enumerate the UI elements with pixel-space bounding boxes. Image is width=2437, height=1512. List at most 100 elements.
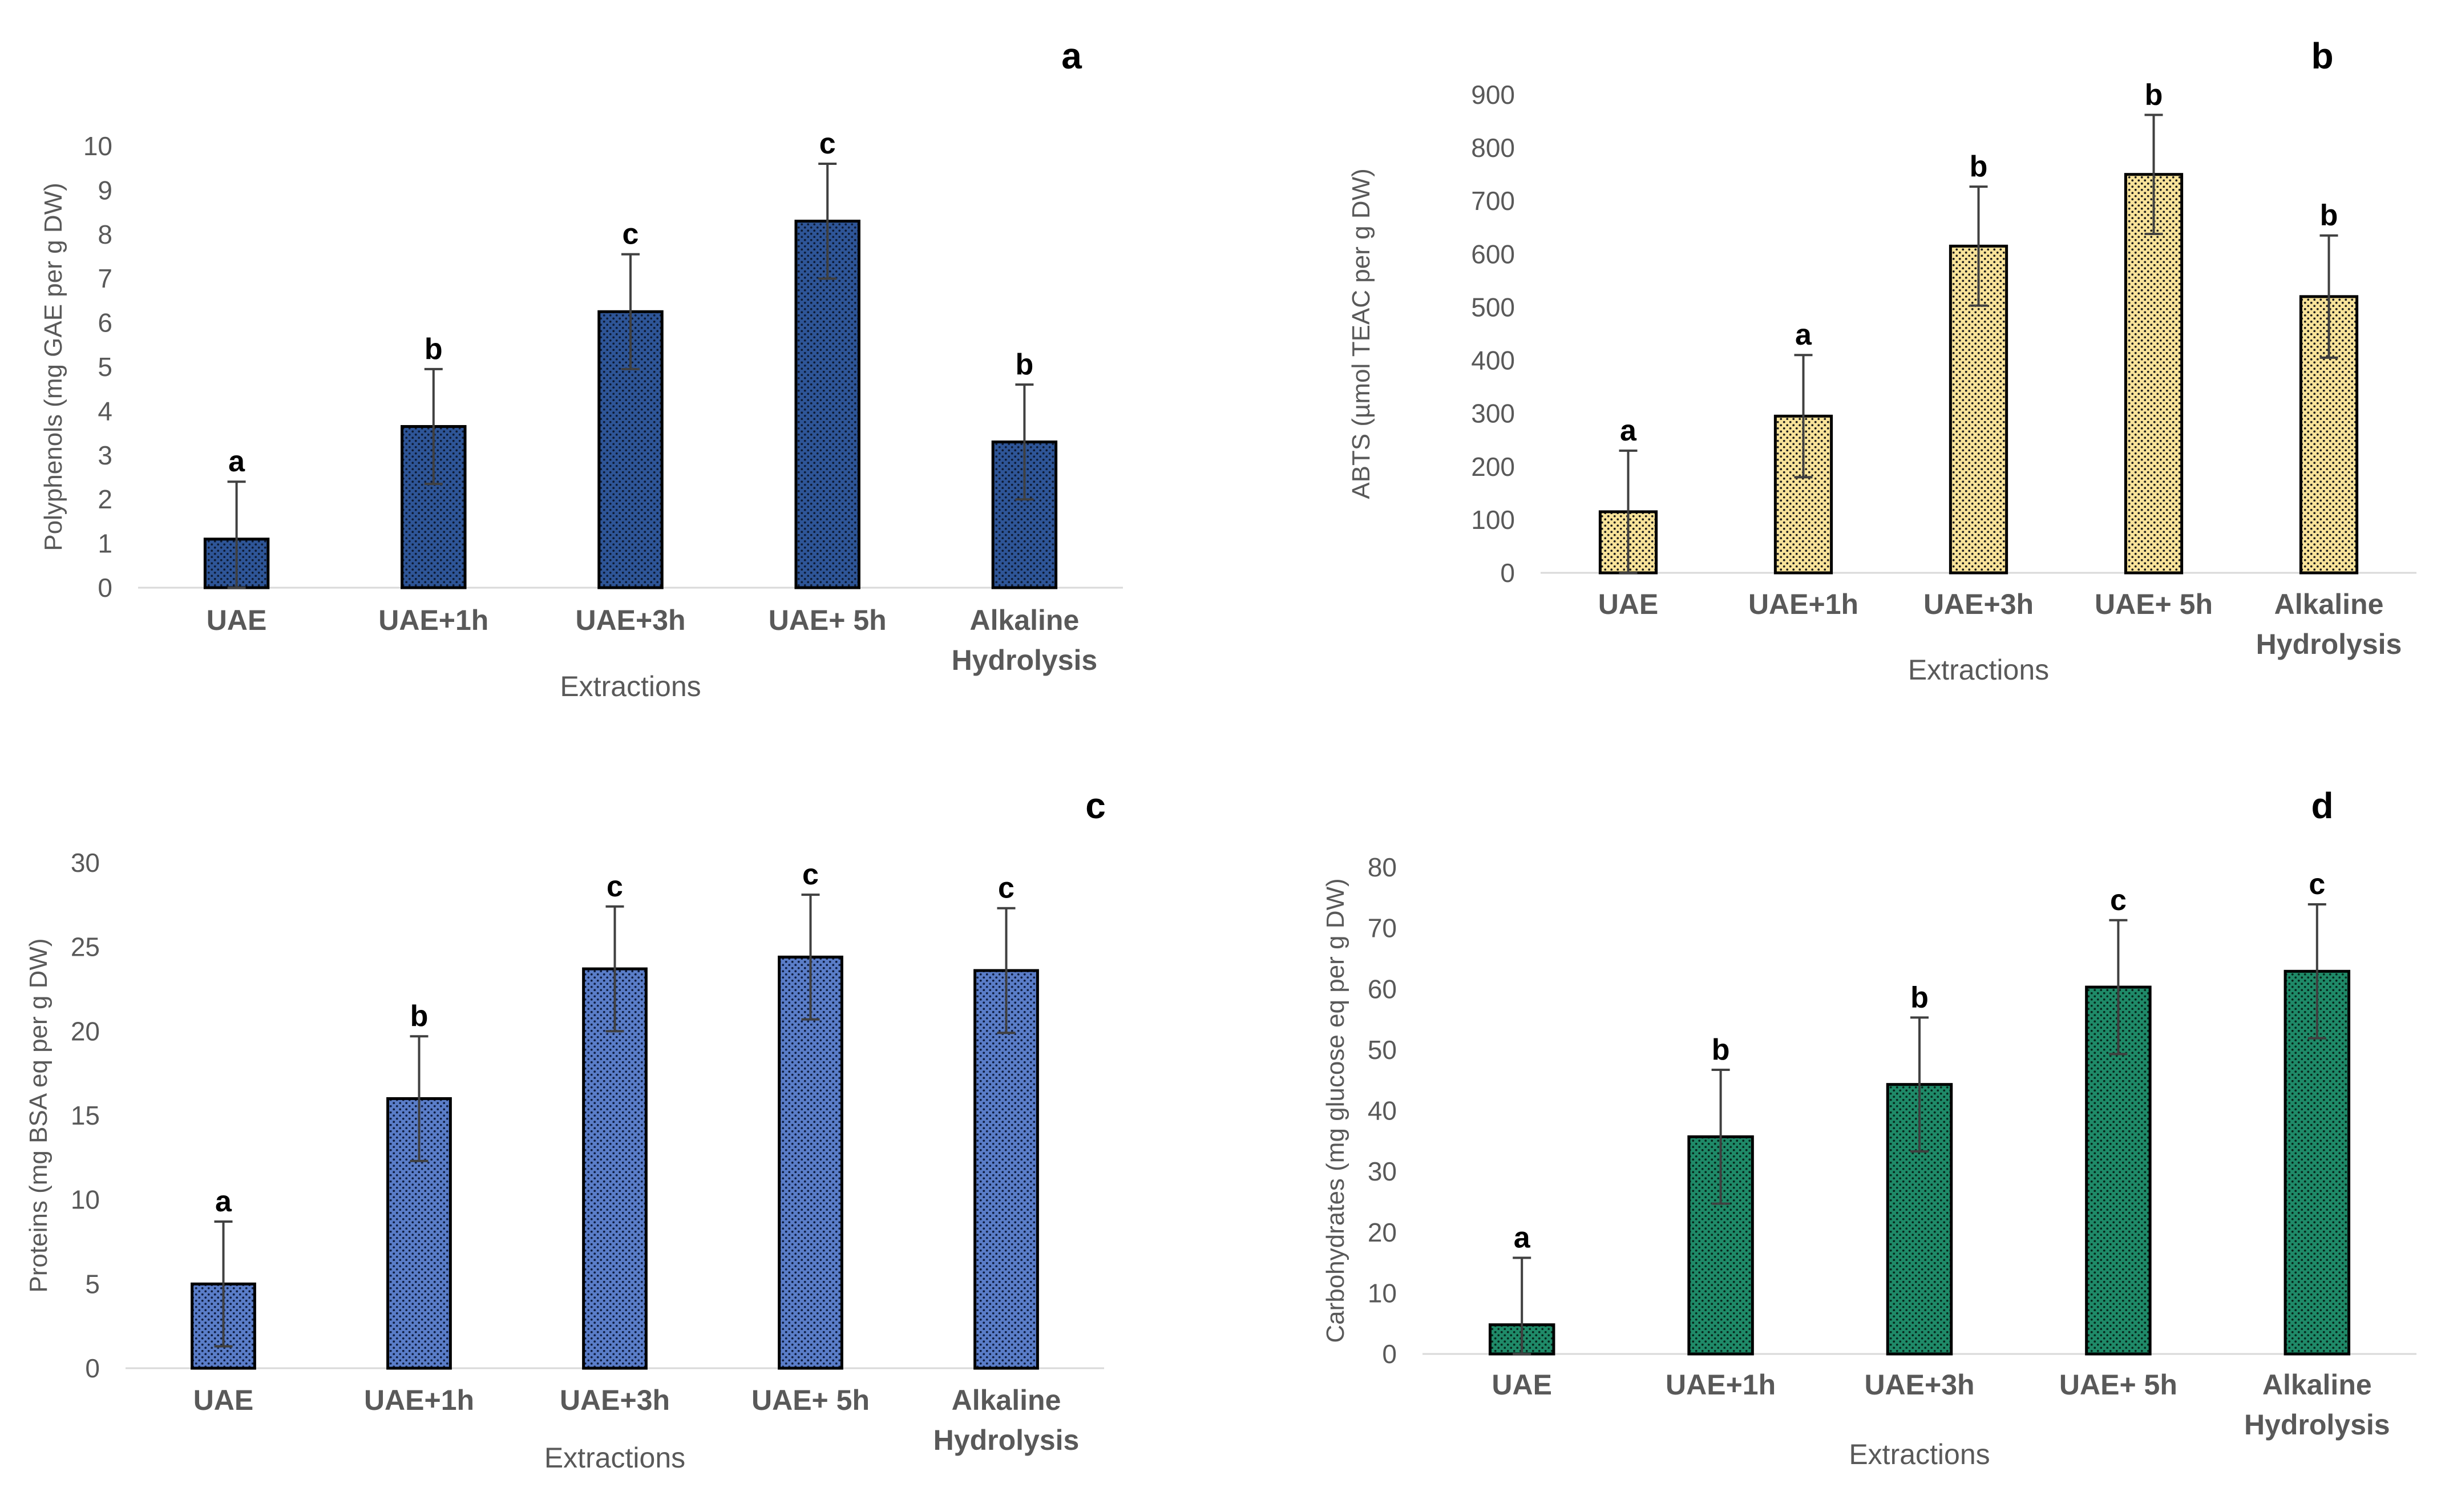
chart-panel-a: 0 1 2 3 4 5 6 7 8 9 10 a UAE b UAE+1h c UAE+3h c UAE+ 5h b A…: [39, 35, 1123, 702]
x-tick-label: UAE+1h: [1666, 1369, 1776, 1401]
x-tick-label: UAE+1h: [378, 604, 488, 636]
y-tick-label: 7: [98, 264, 112, 293]
y-tick-label: 20: [1368, 1218, 1397, 1247]
significance-letter: a: [1514, 1222, 1531, 1255]
y-tick-label: 8: [98, 220, 112, 249]
y-tick-label: 70: [1368, 913, 1397, 943]
x-tick-label: Alkaline: [970, 604, 1080, 636]
y-tick-label: 0: [98, 573, 112, 603]
y-tick-label: 6: [98, 308, 112, 338]
y-tick-label: 25: [71, 932, 100, 962]
x-tick-label: Alkaline: [2274, 588, 2384, 620]
x-tick-label: UAE+1h: [1748, 588, 1858, 620]
x-axis-title: Extractions: [544, 1442, 685, 1474]
x-axis-title: Extractions: [560, 670, 701, 702]
y-tick-label: 0: [1500, 558, 1515, 588]
y-tick-label: 300: [1471, 399, 1515, 428]
y-axis-title: Proteins (mg BSA eq per g DW): [25, 938, 52, 1292]
y-tick-label: 0: [1382, 1339, 1397, 1369]
bar: [2124, 173, 2184, 575]
y-tick-label: 80: [1368, 852, 1397, 882]
x-tick-label: Hydrolysis: [933, 1424, 1080, 1456]
panel-label: c: [1085, 785, 1106, 826]
significance-letter: c: [802, 858, 819, 891]
significance-letter: b: [1970, 150, 1988, 183]
y-tick-label: 20: [71, 1016, 100, 1046]
significance-letter: a: [215, 1185, 232, 1218]
y-tick-label: 1: [98, 529, 112, 559]
y-tick-label: 500: [1471, 292, 1515, 322]
y-tick-label: 100: [1471, 505, 1515, 535]
significance-letter: b: [1712, 1033, 1730, 1066]
y-tick-label: 700: [1471, 186, 1515, 216]
chart-panel-c: 0 5 10 15 20 25 30 a UAE b UAE+1h c UAE+3h c UAE+ 5h c A…: [25, 785, 1106, 1474]
y-tick-label: 4: [98, 396, 112, 426]
significance-letter: c: [819, 127, 836, 160]
y-tick-label: 5: [85, 1269, 100, 1299]
y-tick-label: 50: [1368, 1035, 1397, 1065]
x-tick-label: UAE: [207, 604, 267, 636]
y-tick-label: 15: [71, 1101, 100, 1130]
significance-letter: b: [425, 333, 443, 366]
x-tick-label: UAE: [1492, 1369, 1552, 1401]
x-tick-label: UAE+3h: [575, 604, 685, 636]
y-tick-label: 10: [83, 131, 112, 161]
x-tick-label: Hydrolysis: [952, 644, 1098, 676]
y-tick-label: 40: [1368, 1096, 1397, 1126]
x-tick-label: Hydrolysis: [2244, 1409, 2390, 1441]
x-tick-label: UAE+ 5h: [751, 1384, 870, 1416]
significance-letter: b: [2145, 78, 2163, 111]
y-tick-label: 10: [71, 1185, 100, 1215]
significance-letter: a: [228, 445, 245, 478]
significance-letter: c: [623, 218, 639, 251]
x-axis-title: Extractions: [1849, 1438, 1990, 1470]
x-axis-title: Extractions: [1908, 654, 2049, 686]
y-tick-label: 800: [1471, 133, 1515, 163]
chart-panel-b: 0 100 200 300 400 500 600 700 800 900 a UAE a UAE+1h b…: [1347, 35, 2416, 686]
y-tick-label: 400: [1471, 346, 1515, 375]
y-tick-label: 900: [1471, 80, 1515, 110]
significance-letter: b: [2320, 199, 2338, 232]
significance-letter: c: [998, 872, 1015, 905]
panel-label: a: [1061, 35, 1082, 76]
significance-letter: b: [1910, 981, 1929, 1014]
x-tick-label: UAE+ 5h: [769, 604, 887, 636]
x-tick-label: Alkaline: [952, 1384, 1061, 1416]
x-tick-label: UAE: [1598, 588, 1659, 620]
y-tick-label: 0: [85, 1353, 100, 1383]
x-tick-label: Alkaline: [2262, 1369, 2372, 1401]
chart-panel-d: 0 10 20 30 40 50 60 70 80 a UAE b UAE+1h b UAE+3h c UAE+…: [1321, 785, 2416, 1470]
x-tick-label: UAE+3h: [1864, 1369, 1974, 1401]
y-tick-label: 10: [1368, 1278, 1397, 1308]
y-tick-label: 600: [1471, 239, 1515, 269]
significance-letter: a: [1795, 318, 1812, 351]
x-tick-label: UAE+ 5h: [2095, 588, 2213, 620]
x-tick-label: Hydrolysis: [2256, 628, 2402, 660]
x-tick-label: UAE+1h: [364, 1384, 474, 1416]
y-tick-label: 30: [71, 848, 100, 878]
y-tick-label: 60: [1368, 974, 1397, 1004]
y-tick-label: 200: [1471, 452, 1515, 482]
y-tick-label: 30: [1368, 1157, 1397, 1186]
x-tick-label: UAE+ 5h: [2059, 1369, 2177, 1401]
y-axis-title: Carbohydrates (mg glucose eq per g DW): [1321, 878, 1349, 1343]
y-tick-label: 3: [98, 440, 112, 470]
significance-letter: b: [410, 1000, 429, 1033]
x-tick-label: UAE+3h: [1923, 588, 2034, 620]
y-axis-title: Polyphenols (mg GAE per g DW): [39, 183, 67, 551]
significance-letter: c: [607, 870, 623, 903]
significance-letter: a: [1620, 414, 1637, 447]
y-tick-label: 2: [98, 484, 112, 514]
x-tick-label: UAE: [193, 1384, 254, 1416]
significance-letter: b: [1016, 348, 1034, 381]
panel-label: b: [2311, 35, 2333, 76]
y-tick-label: 5: [98, 352, 112, 382]
panel-label: d: [2311, 785, 2333, 826]
y-tick-label: 9: [98, 175, 112, 205]
significance-letter: c: [2110, 884, 2127, 917]
y-axis-title: ABTS (µmol TEAC per g DW): [1347, 168, 1375, 499]
bar: [794, 220, 860, 589]
significance-letter: c: [2309, 868, 2325, 901]
x-tick-label: UAE+3h: [560, 1384, 670, 1416]
